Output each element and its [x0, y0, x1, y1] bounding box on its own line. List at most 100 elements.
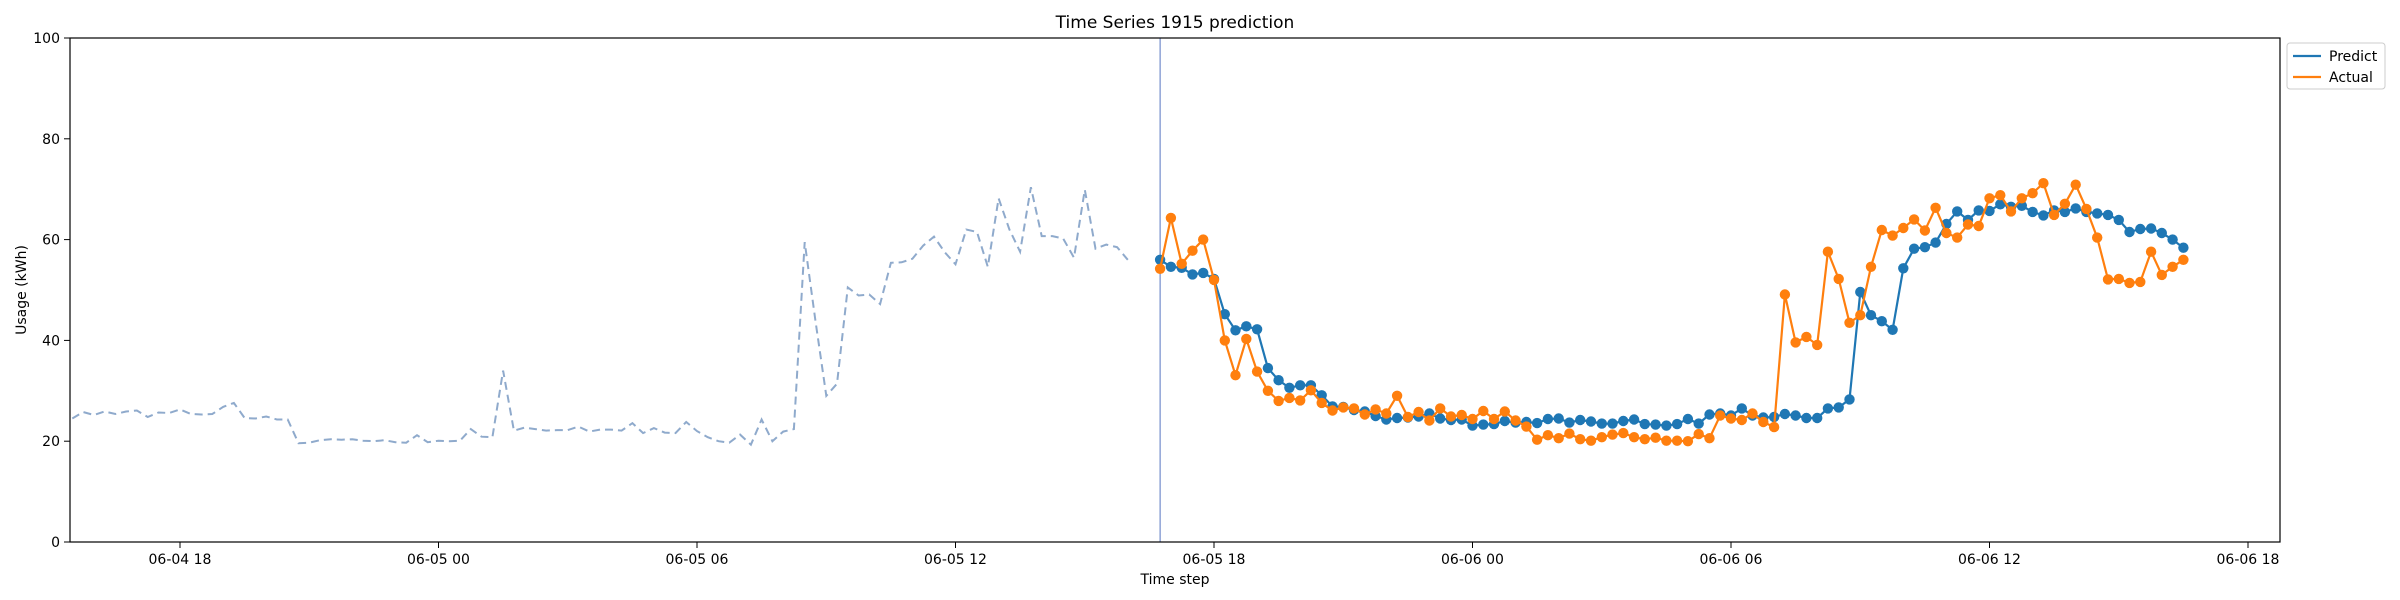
actual-point — [1758, 416, 1769, 428]
actual-point — [1478, 405, 1489, 417]
actual-point — [1715, 410, 1726, 421]
actual-point — [1553, 433, 1564, 444]
actual-point — [1618, 427, 1629, 439]
actual-point — [1887, 230, 1898, 241]
predict-point — [1553, 413, 1564, 424]
x-tick-label: 06-06 00 — [1441, 552, 1504, 568]
actual-point — [1973, 220, 1984, 232]
predict-point — [1984, 205, 1995, 217]
actual-point — [2113, 273, 2124, 285]
actual-point — [1822, 246, 1834, 257]
actual-point — [1952, 232, 1963, 243]
predict-point — [2124, 226, 2135, 238]
actual-point — [1639, 434, 1651, 445]
actual-point — [1413, 406, 1424, 418]
actual-point — [1359, 409, 1371, 420]
actual-point — [1424, 415, 1435, 426]
actual-point — [1564, 428, 1575, 439]
predict-point — [1628, 414, 1640, 425]
actual-point — [1241, 333, 1252, 345]
predict-point — [2070, 203, 2081, 214]
actual-point — [1693, 428, 1704, 440]
actual-point — [1725, 413, 1737, 424]
actual-point — [1467, 413, 1478, 425]
actual-point — [2102, 274, 2114, 285]
actual-point — [1995, 190, 2006, 201]
actual-point — [1402, 411, 1414, 423]
actual-point — [1736, 414, 1748, 426]
predict-point — [1391, 412, 1403, 424]
actual-point — [1445, 411, 1457, 422]
actual-point — [1273, 395, 1284, 407]
actual-point — [1908, 214, 1920, 225]
predict-point — [1822, 403, 1834, 414]
predict-point — [1295, 380, 1306, 391]
predict-point — [1316, 390, 1327, 401]
actual-point — [1456, 409, 1467, 421]
predict-point — [1801, 412, 1812, 424]
predict-point — [1607, 418, 1618, 429]
actual-point — [1510, 415, 1521, 426]
predict-point — [1930, 237, 1941, 248]
actual-point — [1381, 408, 1392, 419]
y-tick-label: 20 — [42, 434, 60, 450]
y-tick-label: 0 — [51, 535, 60, 551]
legend-label: Predict — [2329, 49, 2378, 65]
actual-point — [1391, 390, 1403, 401]
actual-point — [1855, 310, 1866, 321]
y-axis: 0 20 40 60 80 100 — [33, 31, 70, 551]
actual-point — [1154, 263, 1166, 274]
predict-point — [1575, 414, 1586, 426]
legend: Predict Actual — [2286, 42, 2386, 90]
x-tick-label: 06-05 18 — [1183, 552, 1246, 568]
predict-point — [1671, 418, 1683, 430]
actual-point — [2092, 232, 2103, 243]
actual-point — [1671, 435, 1683, 446]
actual-point — [2016, 193, 2028, 204]
predict-point — [1273, 375, 1284, 386]
actual-point — [1262, 385, 1274, 396]
actual-point — [2038, 178, 2049, 189]
predict-point — [1531, 417, 1543, 429]
actual-point — [1844, 317, 1855, 328]
actual-point — [1575, 434, 1586, 445]
actual-point — [1747, 408, 1758, 419]
predict-point — [2156, 227, 2167, 239]
actual-point — [1165, 212, 1177, 224]
predict-point — [1704, 409, 1715, 420]
plot-area — [71, 38, 2189, 542]
predict-point — [1812, 412, 1823, 424]
y-tick-label: 60 — [42, 233, 60, 249]
predict-point — [2113, 214, 2124, 226]
actual-point — [2005, 206, 2017, 217]
chart-title: Time Series 1915 prediction — [1055, 13, 1295, 33]
predict-point — [1790, 410, 1801, 421]
actual-point — [1305, 385, 1317, 396]
predict-point — [2135, 223, 2146, 235]
predict-point — [1585, 416, 1597, 427]
actual-point — [1628, 432, 1640, 443]
actual-point — [1208, 274, 1220, 286]
predict-point — [2178, 242, 2189, 253]
x-axis-label: Time step — [1140, 572, 1210, 588]
predict-point — [1887, 324, 1898, 335]
series-actual — [1154, 178, 2189, 447]
predict-point — [1973, 205, 1984, 216]
x-tick-label: 06-04 18 — [149, 552, 212, 568]
predict-point — [1198, 267, 1209, 279]
predict-point — [1187, 269, 1198, 280]
actual-point — [2059, 198, 2071, 209]
x-tick-label: 06-06 06 — [1700, 552, 1763, 568]
predict-point — [2167, 234, 2178, 245]
actual-point — [2048, 209, 2060, 221]
predict-point — [1952, 206, 1963, 217]
actual-point — [1801, 331, 1812, 343]
x-tick-label: 06-05 00 — [407, 552, 470, 568]
y-tick-label: 80 — [42, 132, 60, 148]
actual-point — [2156, 269, 2167, 281]
predict-point — [2027, 206, 2038, 218]
actual-point — [1812, 339, 1823, 351]
actual-point — [1499, 406, 1511, 417]
x-tick-label: 06-06 12 — [1958, 552, 2021, 568]
y-tick-label: 100 — [33, 31, 60, 47]
